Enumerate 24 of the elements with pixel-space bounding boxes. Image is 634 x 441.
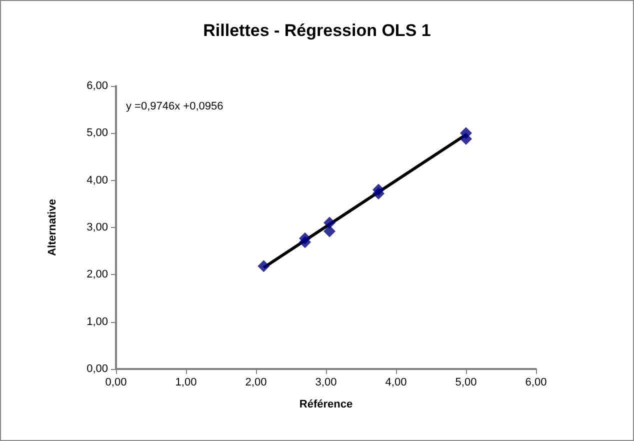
point <box>372 188 384 200</box>
point <box>299 236 311 248</box>
y-tick-label: 1,00 <box>86 316 108 328</box>
x-axis-title: Référence <box>299 398 353 410</box>
point <box>324 216 336 229</box>
x-tick-label: 4,00 <box>385 376 407 388</box>
x-tick-label: 5,00 <box>455 376 477 388</box>
y-tick-label: 5,00 <box>86 127 108 140</box>
point <box>460 132 472 145</box>
x-tick-label: 1,00 <box>175 376 197 388</box>
y-tick-label: 4,00 <box>86 174 108 186</box>
x-tick-label: 0,00 <box>105 376 127 388</box>
x-tick-label: 6,00 <box>525 376 547 388</box>
annotation: y =0,9746x +0,0956 <box>126 100 224 112</box>
y-axis-title: Alternative <box>46 199 58 256</box>
y-tick-label: 6,00 <box>86 80 108 92</box>
y-tick-label: 3,00 <box>86 222 108 234</box>
y-tick-label: 2,00 <box>86 268 108 281</box>
y-tick-label: 0,00 <box>86 363 108 375</box>
x-tick-label: 2,00 <box>245 376 267 388</box>
point <box>324 225 336 238</box>
x-tick-label: 3,00 <box>315 376 337 388</box>
chart-title: Rillettes - Régression OLS 1 <box>203 21 431 40</box>
point <box>258 260 270 272</box>
